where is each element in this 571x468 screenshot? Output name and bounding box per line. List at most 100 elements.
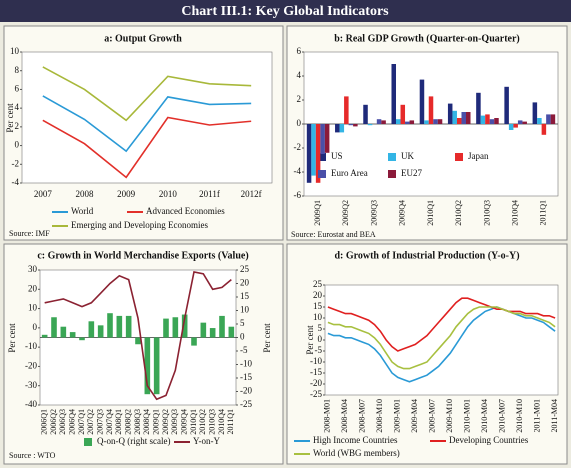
x-tick-label: 2006Q4 <box>67 409 76 435</box>
bar <box>541 124 547 135</box>
bar <box>200 322 207 338</box>
bar <box>181 314 188 338</box>
y2-tick-label: -25 <box>240 399 252 409</box>
y-tick-label: 25 <box>313 279 323 289</box>
y-tick-label: 4 <box>15 102 20 112</box>
y-tick-label: 6 <box>15 83 20 93</box>
bar <box>60 326 67 338</box>
y2-tick-label: -5 <box>240 345 248 355</box>
y-tick-label: -6 <box>294 190 302 200</box>
x-tick-label: 2009Q4 <box>398 200 407 226</box>
legend-label: World (WBG members) <box>313 448 400 458</box>
x-tick-label: 2010Q4 <box>510 200 519 226</box>
y2-axis-label: Per cent <box>262 323 272 353</box>
bar <box>306 124 312 183</box>
bar <box>489 119 495 124</box>
y-tick-label: -4 <box>294 166 302 176</box>
legend-label: Emerging and Developing Economies <box>71 220 209 230</box>
y2-tick-label: 20 <box>240 278 250 288</box>
bar <box>335 124 340 133</box>
x-tick-label: 2010Q1 <box>426 200 435 226</box>
x-tick-label: 2009Q2 <box>161 409 170 435</box>
x-tick-label: 2010-M04 <box>480 399 489 433</box>
y-tick-label: 6 <box>297 46 302 56</box>
legend-swatch <box>318 153 326 161</box>
legend-label: UK <box>401 151 414 161</box>
x-tick-label: 2007Q1 <box>77 409 86 435</box>
x-tick-label: 2009Q1 <box>151 409 160 435</box>
y-tick-label: 0 <box>33 322 38 332</box>
bar <box>504 86 509 124</box>
y-tick-label: -30 <box>25 380 37 390</box>
legend-label: Euro Area <box>331 168 368 178</box>
x-tick-label: 2009-M10 <box>445 399 454 433</box>
bar <box>228 326 235 338</box>
x-tick-label: 2010 <box>159 189 178 199</box>
x-tick-label: 2008-M01 <box>323 399 332 433</box>
bar <box>107 313 113 338</box>
x-tick-label: 2008Q4 <box>142 409 151 435</box>
y-tick-label: 2 <box>297 94 302 104</box>
bar <box>452 110 457 124</box>
y-tick-label: -2 <box>294 142 302 152</box>
legend-label: EU27 <box>401 168 422 178</box>
bar <box>522 121 527 124</box>
y-tick-label: 0 <box>15 140 20 150</box>
y-tick-label: 30 <box>28 264 38 274</box>
y-tick-label: 10 <box>10 46 20 56</box>
x-tick-label: 2009Q1 <box>313 200 322 226</box>
legend-label: Y-on-Y <box>193 436 220 446</box>
x-tick-label: 2008-M10 <box>375 399 384 433</box>
y-tick-label: 0 <box>297 118 302 128</box>
y-tick-label: 0 <box>318 334 323 344</box>
source-note: Source : WTO <box>9 451 56 460</box>
x-tick-label: 2010-M07 <box>497 399 506 433</box>
legend-swatch <box>455 153 463 161</box>
y-tick-label: -10 <box>25 341 37 351</box>
line-series <box>327 297 556 352</box>
legend-swatch <box>388 153 396 161</box>
x-tick-label: 2011f <box>199 189 220 199</box>
y2-tick-label: 15 <box>240 291 250 301</box>
bar <box>125 315 132 338</box>
bar <box>428 96 434 124</box>
y-tick-label: 20 <box>313 290 323 300</box>
y2-tick-label: -20 <box>240 386 252 396</box>
y-tick-label: 15 <box>313 301 323 311</box>
bar <box>219 315 225 338</box>
y-axis-label: Per cent <box>305 325 315 355</box>
bar <box>405 121 410 124</box>
x-tick-label: 2009-M04 <box>410 399 419 433</box>
bar <box>324 124 330 153</box>
x-tick-label: 2011-M04 <box>550 399 559 432</box>
plot-area <box>324 284 559 396</box>
bar <box>376 119 382 124</box>
x-tick-label: 2010Q3 <box>482 200 491 226</box>
bar <box>320 124 325 154</box>
x-tick-label: 2009-M01 <box>393 399 402 433</box>
bar <box>163 318 169 338</box>
y-tick-label: 10 <box>313 312 323 322</box>
y-tick-label: -5 <box>315 345 323 355</box>
y-tick-label: 20 <box>28 283 38 293</box>
bar <box>191 337 197 346</box>
bar <box>367 124 373 126</box>
bar <box>153 337 160 395</box>
bar <box>494 118 499 124</box>
bar <box>508 124 514 130</box>
x-tick-label: 2007Q2 <box>86 409 95 435</box>
y-axis-label: Per cent <box>5 103 15 133</box>
y-tick-label: -15 <box>310 367 322 377</box>
x-tick-label: 2006Q3 <box>58 409 67 435</box>
figure-title: Chart III.1: Key Global Indicators <box>181 4 389 19</box>
bar <box>424 120 429 124</box>
x-tick-label: 2009-M07 <box>428 399 437 433</box>
legend-label: High Income Countries <box>313 435 398 445</box>
bar <box>79 337 85 341</box>
bar <box>144 337 151 395</box>
y2-tick-label: 0 <box>240 332 245 342</box>
y-tick-label: -10 <box>310 356 322 366</box>
x-tick-label: 2008-M04 <box>340 399 349 433</box>
y2-tick-label: 10 <box>240 305 250 315</box>
